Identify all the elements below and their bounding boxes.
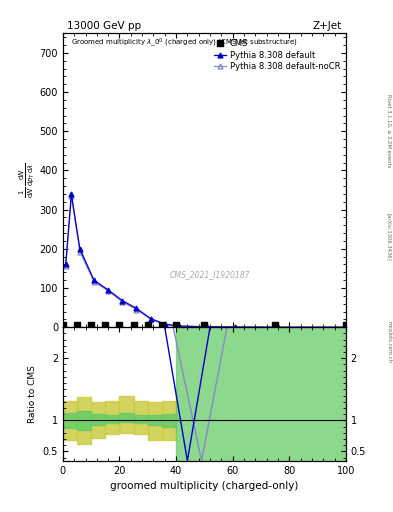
Pythia 8.308 default bbox=[233, 324, 238, 330]
Text: CMS_2021_I1920187: CMS_2021_I1920187 bbox=[170, 270, 250, 279]
CMS bbox=[145, 322, 150, 328]
CMS bbox=[61, 322, 65, 328]
Pythia 8.308 default bbox=[69, 191, 74, 197]
Legend: CMS, Pythia 8.308 default, Pythia 8.308 default-noCR: CMS, Pythia 8.308 default, Pythia 8.308 … bbox=[212, 37, 342, 73]
Pythia 8.308 default-noCR bbox=[233, 324, 238, 330]
Pythia 8.308 default-noCR bbox=[106, 288, 110, 294]
CMS bbox=[343, 322, 348, 328]
Y-axis label: $\frac{1}{\mathrm{d}N}\,\frac{\mathrm{d}N}{\mathrm{d}p_T\,\mathrm{d}\lambda}$: $\frac{1}{\mathrm{d}N}\,\frac{\mathrm{d}… bbox=[17, 162, 37, 198]
Pythia 8.308 default bbox=[120, 297, 125, 304]
Pythia 8.308 default-noCR bbox=[92, 279, 96, 285]
Pythia 8.308 default-noCR bbox=[343, 324, 348, 330]
Pythia 8.308 default bbox=[176, 323, 181, 329]
CMS bbox=[117, 322, 122, 328]
Text: Rivet 3.1.10, ≥ 3.2M events: Rivet 3.1.10, ≥ 3.2M events bbox=[386, 94, 391, 167]
Pythia 8.308 default bbox=[63, 262, 68, 268]
Pythia 8.308 default bbox=[162, 321, 167, 327]
Text: mcplots.cern.ch: mcplots.cern.ch bbox=[386, 322, 391, 364]
Pythia 8.308 default-noCR bbox=[148, 316, 153, 322]
CMS bbox=[174, 322, 178, 328]
Pythia 8.308 default-noCR bbox=[275, 324, 280, 330]
Pythia 8.308 default-noCR bbox=[69, 193, 74, 199]
Y-axis label: Ratio to CMS: Ratio to CMS bbox=[28, 365, 37, 423]
CMS bbox=[103, 322, 108, 328]
Pythia 8.308 default bbox=[134, 305, 139, 311]
CMS bbox=[160, 322, 164, 328]
CMS bbox=[273, 322, 277, 328]
Text: Groomed multiplicity $\lambda\_0^0$ (charged only) (CMS jet substructure): Groomed multiplicity $\lambda\_0^0$ (cha… bbox=[72, 36, 298, 49]
Text: [arXiv:1306.3436]: [arXiv:1306.3436] bbox=[386, 212, 391, 260]
Pythia 8.308 default-noCR bbox=[205, 324, 209, 330]
Line: CMS: CMS bbox=[60, 323, 349, 328]
Pythia 8.308 default-noCR bbox=[120, 298, 125, 305]
Pythia 8.308 default-noCR bbox=[176, 323, 181, 329]
Pythia 8.308 default-noCR bbox=[134, 307, 139, 313]
Text: 13000 GeV pp: 13000 GeV pp bbox=[67, 20, 141, 31]
Pythia 8.308 default bbox=[106, 287, 110, 293]
Pythia 8.308 default-noCR bbox=[77, 248, 82, 254]
CMS bbox=[89, 322, 94, 328]
Pythia 8.308 default bbox=[343, 324, 348, 330]
Pythia 8.308 default-noCR bbox=[162, 322, 167, 328]
Pythia 8.308 default bbox=[77, 246, 82, 252]
Pythia 8.308 default-noCR bbox=[63, 263, 68, 269]
Text: Z+Jet: Z+Jet bbox=[313, 20, 342, 31]
CMS bbox=[75, 322, 79, 328]
CMS bbox=[202, 322, 207, 328]
Pythia 8.308 default bbox=[148, 315, 153, 322]
Pythia 8.308 default bbox=[205, 324, 209, 330]
CMS bbox=[131, 322, 136, 328]
Line: Pythia 8.308 default-noCR: Pythia 8.308 default-noCR bbox=[63, 194, 348, 330]
Pythia 8.308 default bbox=[275, 324, 280, 330]
Line: Pythia 8.308 default: Pythia 8.308 default bbox=[63, 191, 348, 330]
Pythia 8.308 default bbox=[92, 277, 96, 283]
X-axis label: groomed multiplicity (charged-only): groomed multiplicity (charged-only) bbox=[110, 481, 299, 491]
